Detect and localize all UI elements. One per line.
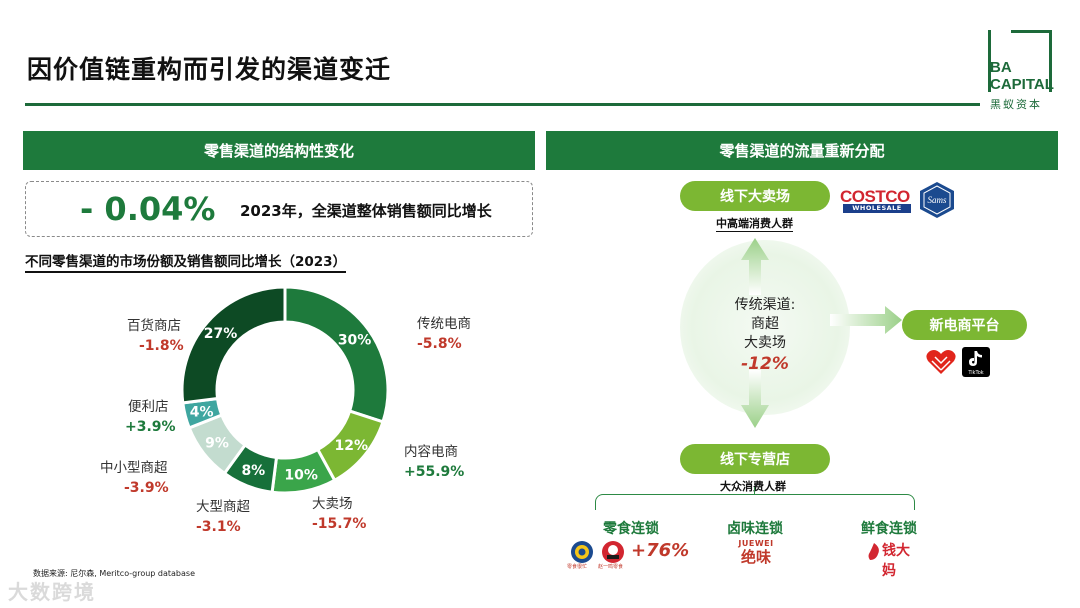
brand-logo: BA CAPITAL 黑蚁资本 xyxy=(988,30,1054,111)
label-traditional-ecommerce: 传统电商 -5.8% xyxy=(417,316,471,353)
snack-brand-logo-1 xyxy=(571,541,593,563)
caption-premium-consumers: 中高端消费人群 xyxy=(716,217,793,232)
chain-braised: 卤味连锁 xyxy=(727,521,783,537)
arrow-down xyxy=(741,370,769,428)
snack-chain-growth: +76% xyxy=(631,540,690,561)
watermark: 大数跨境 xyxy=(8,580,96,604)
pill-offline-specialty: 线下专营店 xyxy=(680,444,830,474)
kpi-description: 2023年，全渠道整体销售额同比增长 xyxy=(240,202,492,220)
label-large-supermarket: 大型商超 -3.1% xyxy=(196,499,250,536)
juewei-logo: JUEWEI 绝味 xyxy=(738,539,774,566)
svg-text:Sams: Sams xyxy=(927,195,946,205)
kpi-value: - 0.04% xyxy=(80,190,216,228)
logo-frame xyxy=(988,30,1052,92)
left-panel-header: 零售渠道的结构性变化 xyxy=(23,131,535,170)
qiandama-logo: 钱大妈 xyxy=(866,540,922,579)
sams-club-logo: Sams xyxy=(920,182,954,218)
costco-logo: COSTCO WHOLESALE xyxy=(840,187,911,213)
logo-line1: BA xyxy=(990,59,1012,76)
donut-slice xyxy=(180,285,287,405)
label-small-supermarket: 中小型商超 -3.9% xyxy=(100,460,169,497)
donut-slice-label: 9% xyxy=(205,436,229,452)
jd-logo xyxy=(926,350,956,374)
label-content-ecommerce: 内容电商 +55.9% xyxy=(404,444,465,481)
traditional-channel-change: -12% xyxy=(741,353,789,374)
snack-brand-logo-2 xyxy=(602,541,624,563)
label-convenience-store: 便利店 +3.9% xyxy=(125,399,176,436)
right-panel-header: 零售渠道的流量重新分配 xyxy=(546,131,1058,170)
donut-slice-label: 30% xyxy=(338,332,372,348)
qiandama-mark-icon xyxy=(868,543,879,560)
logo-line2: CAPITAL xyxy=(990,76,1054,93)
flow-arrows xyxy=(741,238,902,428)
data-source: 数据来源: 尼尔森, Meritco-group database xyxy=(33,569,195,578)
page-title: 因价值链重构而引发的渠道变迁 xyxy=(27,55,392,84)
label-hypermarket: 大卖场 -15.7% xyxy=(312,496,367,533)
donut-slice-label: 8% xyxy=(241,463,265,479)
donut-slice-label: 12% xyxy=(335,438,369,454)
traditional-channel-text: 传统渠道: 商超 大卖场 -12% xyxy=(690,296,840,376)
arrow-right xyxy=(830,306,902,334)
donut-slice-label: 4% xyxy=(190,404,214,420)
chain-snack: 零食连锁 xyxy=(603,521,659,537)
pill-new-ecommerce: 新电商平台 xyxy=(902,310,1027,340)
pill-offline-hypermarket: 线下大卖场 xyxy=(680,181,830,211)
logo-line3: 黑蚁资本 xyxy=(990,98,1042,111)
donut-slice-label: 27% xyxy=(204,326,238,342)
tiktok-note-icon xyxy=(969,351,982,366)
chain-fresh: 鲜食连锁 xyxy=(861,521,917,537)
donut-slice-label: 10% xyxy=(284,467,318,483)
title-divider xyxy=(25,103,980,106)
donut-slice xyxy=(283,285,390,424)
caption-mass-consumers: 大众消费人群 xyxy=(720,480,786,495)
chain-bracket xyxy=(595,494,915,510)
kpi-box xyxy=(25,181,533,237)
chart-title: 不同零售渠道的市场份额及销售额同比增长（2023） xyxy=(25,250,347,273)
traditional-channel-bubble xyxy=(680,240,850,415)
arrow-up xyxy=(741,238,769,295)
label-department-store: 百货商店 -1.8% xyxy=(127,318,184,355)
channel-share-donut-chart: 30% 12% 10% 8% 9% 4% 27% xyxy=(180,285,390,495)
tiktok-logo: TikTok xyxy=(962,347,990,377)
